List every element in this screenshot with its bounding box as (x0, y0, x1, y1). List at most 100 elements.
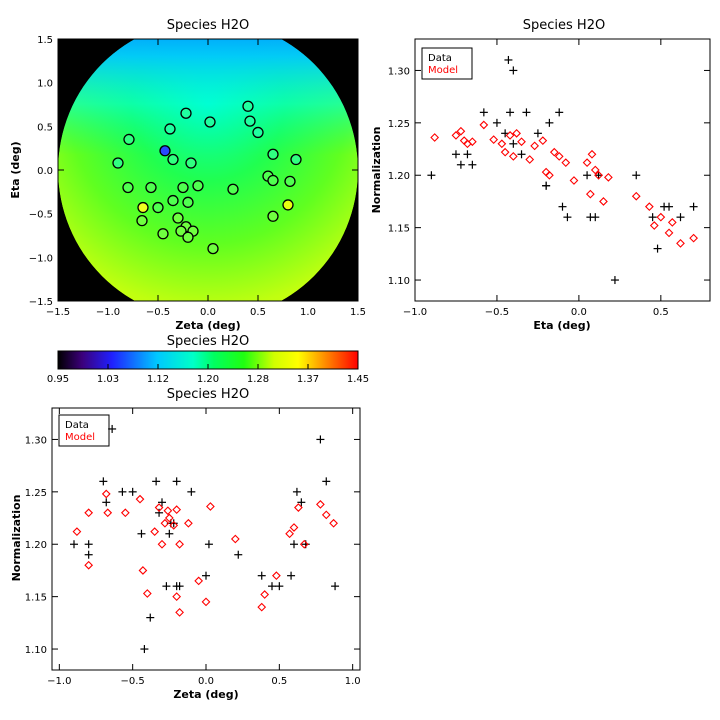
zeta-scatter-legend: Data Model (58, 414, 110, 447)
x-tick-label: −1.0 (96, 307, 120, 318)
heatmap-panel: Species H2O −1.5 −1.0 −0.5 0.0 0.5 1.0 1.5 −1.… (9, 18, 366, 332)
model-point (549, 147, 559, 157)
data-point (522, 108, 531, 117)
colorbar-tick-label: 1.03 (97, 374, 119, 385)
legend-data-label: Data (65, 420, 89, 431)
data-point (108, 424, 117, 433)
sample-point (282, 199, 294, 211)
data-point (451, 150, 460, 159)
y-tick-label: 1.10 (25, 645, 47, 656)
colorbar: Species H2O 0.95 1.03 1.12 1.20 1.28 1.37 1.45 (47, 334, 369, 385)
data-point (297, 498, 306, 507)
data-point (555, 108, 564, 117)
data-point (234, 550, 243, 559)
colorbar-title: Species H2O (167, 334, 249, 349)
eta-scatter-x-ticks: −1.0 −0.5 0.0 0.5 (403, 39, 669, 318)
x-tick-label: 0.5 (653, 307, 669, 318)
data-point (316, 435, 325, 444)
model-point (157, 539, 167, 549)
sample-point (175, 225, 187, 237)
sample-point (122, 181, 134, 194)
data-point (152, 477, 161, 486)
model-point (272, 571, 281, 581)
zeta-scatter-data-series (70, 424, 340, 654)
model-point (184, 518, 193, 528)
data-point (591, 213, 600, 222)
data-point (632, 171, 641, 180)
data-point (287, 571, 296, 580)
x-tick-label: 1.0 (300, 307, 316, 318)
sample-point (136, 215, 148, 227)
colorbar-ticks: 0.95 1.03 1.12 1.20 1.28 1.37 1.45 (47, 364, 369, 385)
model-point (604, 172, 613, 182)
sample-point (207, 242, 219, 255)
data-point (583, 171, 592, 180)
data-point (155, 508, 164, 517)
model-point (554, 151, 564, 161)
data-point (504, 55, 513, 64)
colorbar-tick-label: 1.28 (247, 374, 269, 385)
zeta-scatter-y-ticks: 1.10 1.15 1.20 1.25 1.30 (25, 435, 360, 656)
model-point (664, 228, 674, 238)
model-point (172, 505, 182, 515)
model-point (594, 170, 603, 180)
model-point (569, 176, 579, 185)
sample-point (185, 157, 197, 169)
model-point (512, 128, 521, 138)
model-point (257, 602, 267, 612)
y-tick-label: 1.5 (37, 35, 53, 46)
model-point (530, 141, 540, 151)
model-point (72, 527, 82, 537)
y-tick-label: 1.15 (388, 224, 410, 235)
model-point (103, 508, 113, 518)
data-point (331, 582, 340, 591)
data-point (172, 582, 181, 591)
y-tick-label: 1.20 (388, 171, 410, 182)
data-point (275, 582, 284, 591)
sample-point (145, 181, 157, 194)
model-point (479, 120, 489, 130)
data-point (676, 213, 685, 222)
model-point (489, 135, 499, 144)
zeta-scatter-x-label: Zeta (deg) (173, 688, 238, 701)
sample-point (267, 148, 279, 160)
sample-point (242, 100, 254, 112)
model-point (172, 592, 182, 602)
data-point (102, 498, 111, 507)
model-point (285, 529, 294, 539)
data-point (118, 487, 127, 496)
y-tick-label: 1.25 (25, 488, 47, 499)
data-point (653, 244, 662, 253)
x-tick-label: 0.5 (250, 307, 266, 318)
data-point (509, 139, 518, 148)
model-point (500, 147, 510, 157)
model-point (497, 139, 507, 149)
model-point (689, 233, 698, 243)
data-point (542, 181, 551, 190)
eta-scatter-model-series (430, 120, 698, 248)
data-point (137, 529, 146, 538)
heatmap-title: Species H2O (167, 18, 249, 33)
model-point (169, 520, 179, 530)
x-tick-label: −0.5 (121, 676, 145, 687)
data-point (99, 477, 108, 486)
data-point (509, 66, 518, 75)
model-point (582, 158, 592, 168)
eta-scatter-frame (414, 38, 711, 302)
model-point (84, 560, 94, 570)
eta-scatter-title: Species H2O (523, 18, 605, 33)
data-point (70, 540, 78, 549)
sample-point (204, 116, 216, 128)
model-point (163, 506, 173, 516)
eta-scatter-y-label: Normalization (370, 127, 383, 214)
data-point (202, 571, 210, 580)
model-point (329, 518, 338, 528)
model-point (545, 170, 554, 180)
eta-scatter-data-series (427, 55, 698, 285)
zeta-scatter-title: Species H2O (167, 387, 249, 402)
model-point (599, 197, 608, 206)
sample-point (284, 175, 296, 188)
heatmap-x-label: Zeta (deg) (175, 319, 240, 332)
sample-point (112, 157, 124, 169)
